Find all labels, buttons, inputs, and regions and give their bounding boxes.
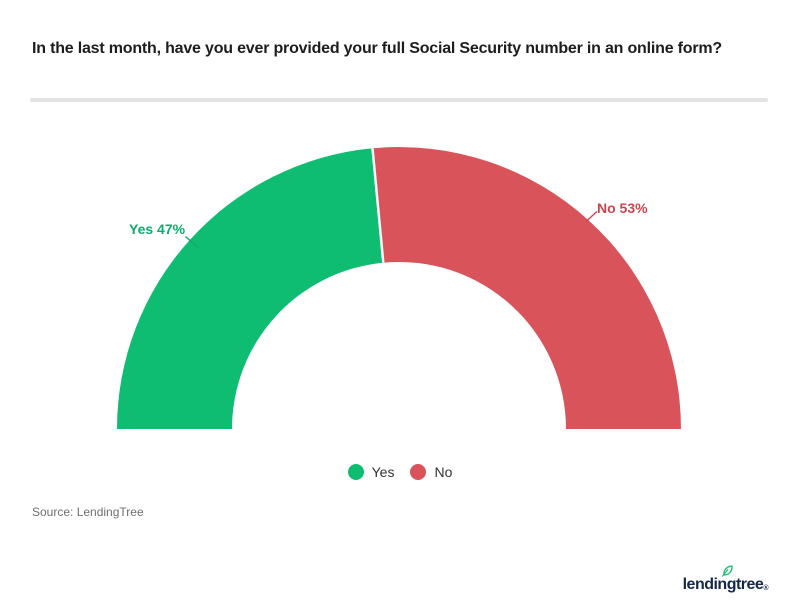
legend-swatch-yes xyxy=(347,464,364,480)
chart-title: In the last month, have you ever provide… xyxy=(32,40,722,57)
title-divider xyxy=(30,98,768,102)
chart-legend: Yes No xyxy=(0,464,800,480)
donut-segment-no xyxy=(372,147,681,429)
no-slice-label: No 53% xyxy=(597,200,648,216)
brand-logo: lendingtree® xyxy=(682,565,768,596)
donut-segment-yes xyxy=(117,148,384,430)
legend-swatch-no xyxy=(410,464,427,480)
segment-gap-line xyxy=(371,148,385,263)
brand-text: lendingtree xyxy=(682,576,764,593)
legend-label-yes: Yes xyxy=(371,464,395,480)
brand-wordmark: lendingtree® xyxy=(682,565,768,594)
yes-leader-line xyxy=(185,235,199,249)
no-leader-line xyxy=(585,210,598,223)
yes-slice-label: Yes 47% xyxy=(129,221,186,237)
legend-item-no: No xyxy=(410,464,452,480)
source-note: Source: LendingTree xyxy=(32,505,144,519)
legend-label-no: No xyxy=(434,464,453,480)
legend-item-yes: Yes xyxy=(347,464,395,480)
leaf-icon xyxy=(721,565,733,577)
registered-mark: ® xyxy=(763,585,768,592)
